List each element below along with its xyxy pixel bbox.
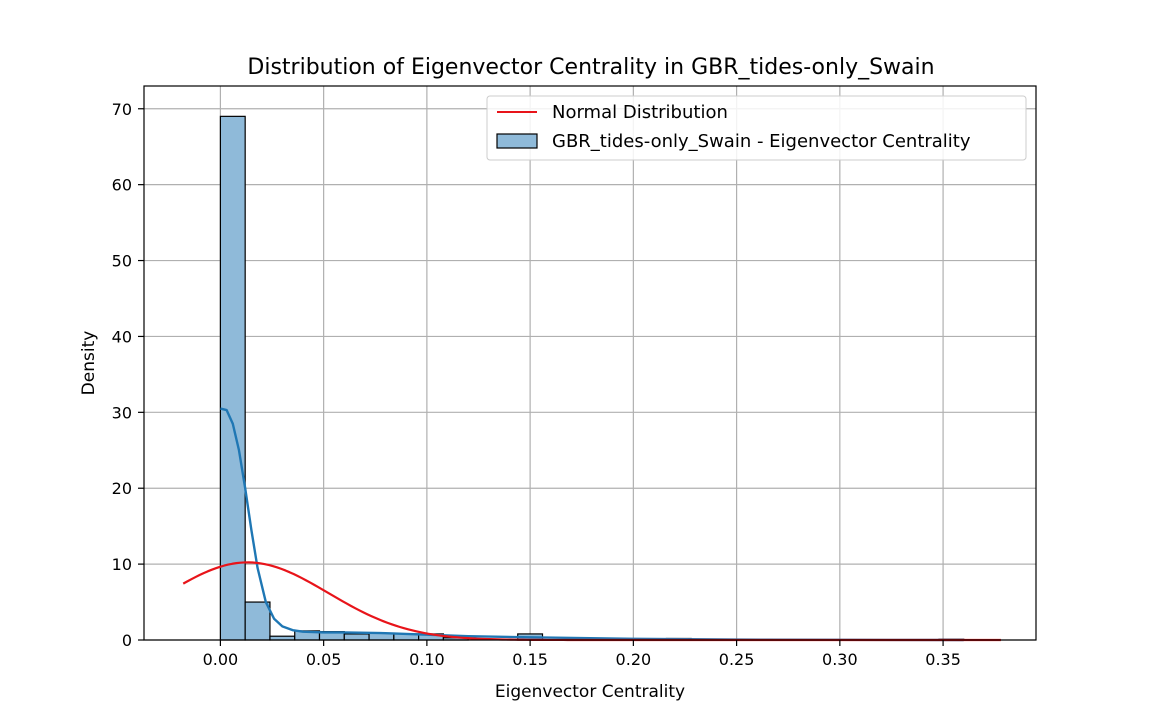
y-tick-label-3: 30 — [112, 403, 132, 422]
y-tick-label-4: 40 — [112, 327, 132, 346]
x-tick-label-0: 0.00 — [203, 650, 239, 669]
y-tick-label-7: 70 — [112, 100, 132, 119]
x-tick-label-6: 0.30 — [822, 650, 858, 669]
plot-frame — [143, 85, 1037, 641]
x-tick-label-2: 0.10 — [409, 650, 445, 669]
histogram-bars — [219, 115, 965, 641]
y-axis-label: Density — [79, 331, 99, 396]
histogram-bar-1 — [244, 601, 271, 641]
x-axis-label: Eigenvector Centrality — [495, 682, 685, 702]
y-tick-label-1: 10 — [112, 555, 132, 574]
y-tick-label-6: 60 — [112, 176, 132, 195]
legend-box — [486, 95, 1027, 161]
chart-title: Distribution of Eigenvector Centrality i… — [247, 55, 934, 80]
legend-histogram-label: GBR_tides-only_Swain - Eigenvector Centr… — [552, 131, 971, 152]
x-tick-label-4: 0.20 — [616, 650, 652, 669]
y-tick-label-5: 50 — [112, 252, 132, 271]
legend: Normal Distribution GBR_tides-only_Swain… — [486, 95, 1027, 161]
y-ticks: 0 10 20 30 40 50 60 70 — [112, 100, 144, 650]
histogram-bar-0 — [219, 115, 246, 641]
histogram-bar-5 — [343, 633, 370, 641]
curves-layer — [182, 407, 1001, 642]
x-ticks: 0.00 0.05 0.10 0.15 0.20 0.25 0.30 0.35 — [203, 640, 961, 669]
y-tick-label-0: 0 — [122, 631, 132, 650]
x-tick-label-1: 0.05 — [306, 650, 342, 669]
kde-curve — [220, 407, 964, 642]
x-tick-label-7: 0.35 — [925, 650, 961, 669]
legend-normal-label: Normal Distribution — [552, 102, 728, 123]
x-tick-label-5: 0.25 — [719, 650, 755, 669]
x-tick-label-3: 0.15 — [512, 650, 548, 669]
grid-layer — [144, 86, 1036, 641]
y-tick-label-2: 20 — [112, 479, 132, 498]
normal-distribution-curve — [182, 561, 1001, 642]
legend-histogram-swatch — [496, 133, 538, 149]
